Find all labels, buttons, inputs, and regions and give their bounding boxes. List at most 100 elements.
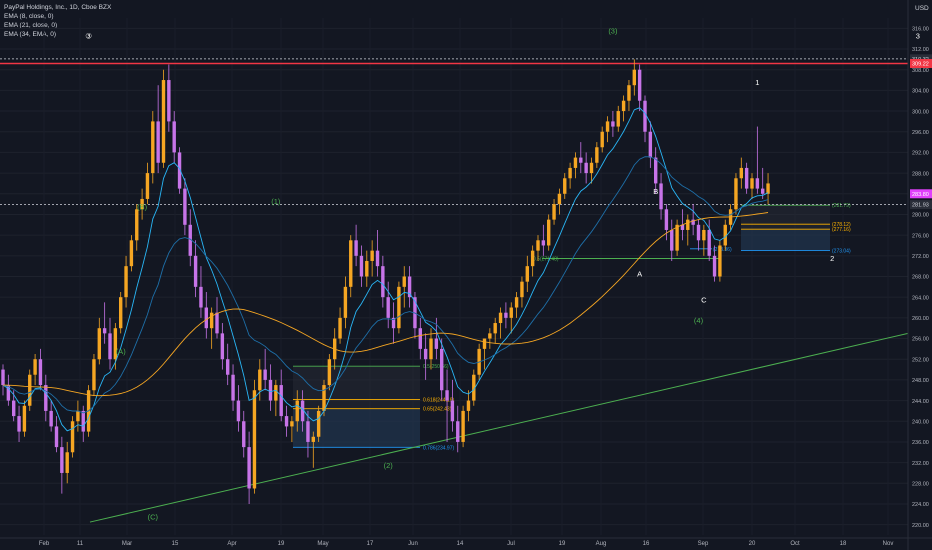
candle-body (17, 416, 21, 432)
candle-body (568, 167, 572, 179)
candle-body (691, 219, 695, 225)
candle-body (712, 255, 717, 277)
candle-body (113, 328, 118, 360)
wave-labels: ③ (B) (A) (C) (1) (2) (3) (4) B A C 1 2 3 (85, 27, 920, 522)
time-axis[interactable]: Feb 11 Mar 15 Apr 19 May 17 Jun 14 Jul 19 Aug 16 Sep 20… (0, 537, 932, 547)
candle-body (429, 338, 433, 360)
y-tick-label: 236.00 (912, 440, 929, 446)
y-tick-label: 316.00 (912, 27, 929, 33)
candle-body (76, 410, 80, 422)
candle-body (702, 229, 706, 241)
y-tick-label: 300.00 (912, 109, 929, 115)
candles (1, 59, 770, 504)
candle-body (151, 121, 155, 174)
candle-body (300, 400, 305, 422)
y-tick-label: 296.00 (912, 130, 929, 136)
x-tick-label: 11 (77, 541, 84, 547)
candle-body (761, 188, 765, 194)
candle-body (129, 240, 134, 267)
candle-body (220, 333, 225, 360)
fib-level-label: 0.5(271.48) (533, 257, 559, 263)
candle-body (391, 317, 396, 329)
candle-body (204, 307, 208, 329)
candle-body (616, 111, 620, 127)
price-axis[interactable]: 220.00 224.00 228.00 232.00 236.00 240.00 244.… (907, 0, 932, 550)
candle-body (316, 410, 321, 437)
candle-body (242, 421, 246, 448)
candle-body (343, 286, 348, 318)
candle-body (365, 260, 369, 277)
candle-body (252, 390, 257, 489)
candle-body (193, 255, 198, 287)
candle-body (22, 405, 27, 432)
candle-body (279, 385, 283, 417)
candle-body (402, 276, 406, 287)
y-tick-label: 312.00 (912, 47, 929, 53)
wave-label: (1) (271, 197, 281, 206)
candle-body (563, 178, 567, 194)
price-tag (910, 54, 932, 64)
candle-body (718, 245, 722, 277)
wave-label: A (637, 270, 642, 279)
chart-legend: PayPal Holdings, Inc., 1D, Cboe BZX EMA … (4, 3, 111, 39)
wave-label: 3 (916, 32, 920, 41)
chart-title: PayPal Holdings, Inc., 1D, Cboe BZX (4, 4, 112, 11)
x-tick-label: Jul (507, 541, 515, 547)
candle-body (108, 333, 112, 360)
y-tick-label: 260.00 (912, 316, 929, 322)
candle-body (750, 178, 754, 189)
ema-lines (2, 107, 769, 432)
candle-body (493, 323, 497, 334)
wave-label: 1 (755, 78, 759, 87)
candle-body (664, 209, 669, 230)
candle-body (573, 157, 578, 168)
candle-body (514, 297, 519, 308)
candle-body (504, 312, 508, 318)
candle-body (338, 317, 342, 339)
candle-body (766, 183, 770, 194)
wave-label: 2 (830, 254, 834, 263)
candle-body (183, 188, 187, 225)
candle-body (472, 374, 476, 401)
candle-body (482, 338, 487, 349)
candle-body (188, 224, 192, 256)
x-tick-label: 14 (457, 541, 464, 547)
price-tag-label: 281.93 (912, 203, 929, 209)
candle-body (456, 421, 460, 442)
price-tag-label: 283.80 (912, 192, 929, 198)
candle-body (54, 426, 59, 448)
candle-body (595, 147, 599, 163)
candle-body (247, 447, 251, 489)
y-tick-label: 232.00 (912, 461, 929, 467)
candle-body (440, 348, 444, 391)
wave-label: (C) (148, 512, 159, 521)
candle-body (734, 178, 738, 210)
candle-body (119, 297, 123, 329)
candle-body (659, 183, 663, 210)
candle-body (547, 219, 551, 246)
candle-body (536, 240, 540, 251)
fib-zone-lower (741, 229, 830, 251)
candle-body (268, 379, 273, 401)
candle-body (215, 312, 219, 334)
candle-body (354, 240, 358, 256)
candle-body (621, 100, 626, 112)
ema-21-line (2, 156, 769, 414)
candle-body (744, 167, 749, 189)
candle-body (92, 359, 96, 391)
y-tick-label: 268.00 (912, 275, 929, 281)
candle-body (60, 447, 64, 473)
x-tick-label: Apr (227, 541, 236, 547)
candle-body (461, 410, 465, 442)
wave-label: (3) (608, 27, 618, 36)
x-tick-label: 19 (559, 541, 566, 547)
candle-body (140, 198, 144, 210)
candle-body (605, 121, 610, 132)
candle-body (407, 276, 412, 298)
wave-label: (2) (384, 461, 394, 470)
candle-body (445, 390, 449, 401)
x-tick-label: Nov (883, 541, 894, 547)
wave-label: B (653, 187, 658, 196)
candle-body (258, 369, 262, 391)
